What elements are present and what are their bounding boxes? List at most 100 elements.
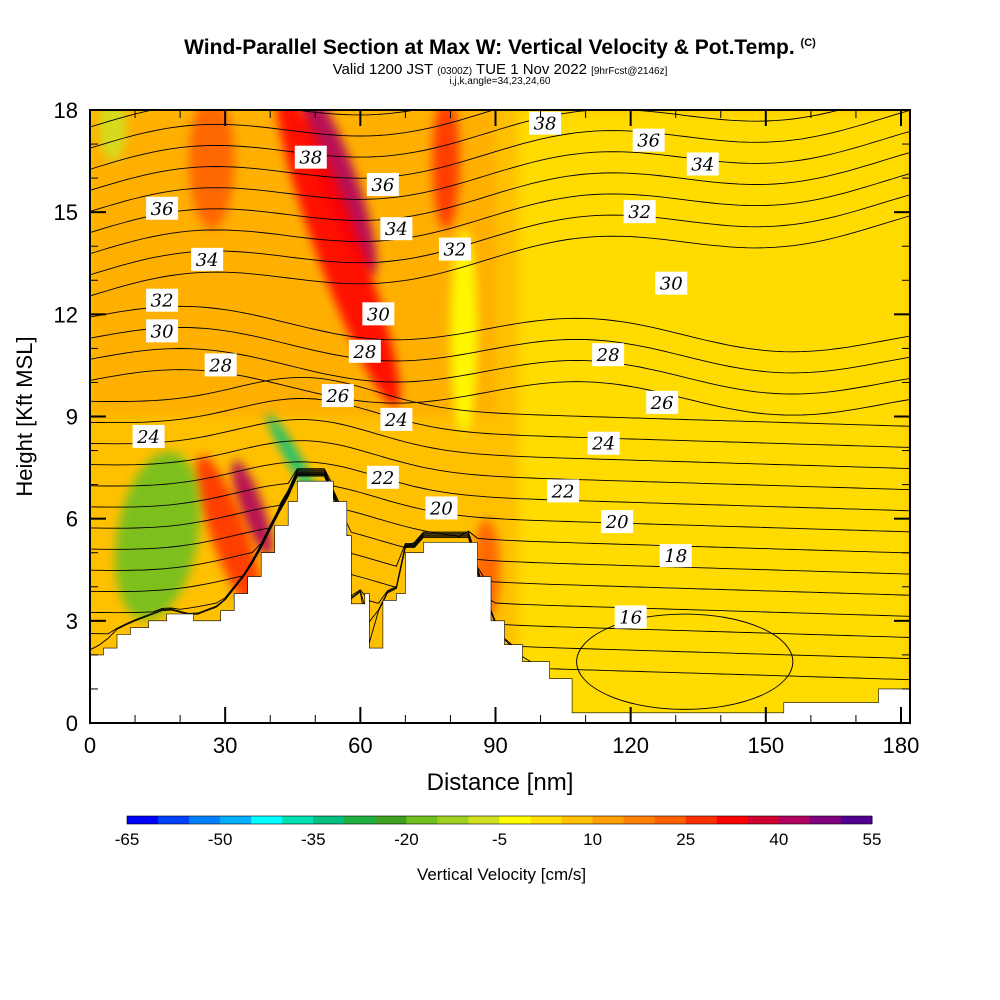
- theta-label-group: 36: [146, 196, 179, 220]
- theta-label-box: [659, 544, 692, 568]
- colorbar-swatch: [375, 816, 407, 824]
- copyright-mark: (C): [800, 37, 816, 49]
- colorbar-swatch: [251, 816, 283, 824]
- theta-contour-line: [90, 26, 910, 106]
- colorbar-swatch: [716, 816, 749, 824]
- theta-label: 24: [384, 410, 408, 431]
- theta-label: 38: [534, 114, 557, 135]
- colorbar-frame: [126, 815, 873, 825]
- x-tick-label: 150: [747, 733, 784, 758]
- theta-label-group: 30: [655, 271, 688, 295]
- theta-label-group: 24: [587, 431, 620, 455]
- theta-label-box: [294, 145, 327, 169]
- colorbar-tick-label: -50: [208, 830, 233, 849]
- colorbar-swatch: [158, 816, 190, 824]
- theta-label-group: 18: [659, 544, 692, 568]
- colorbar-swatch: [561, 816, 594, 824]
- theta-contour-line: [90, 348, 910, 395]
- theta-label: 20: [429, 498, 453, 519]
- theta-label-box: [132, 424, 165, 448]
- theta-label-group: 32: [438, 237, 471, 261]
- theta-label-box: [204, 353, 237, 377]
- chart-title: Wind-Parallel Section at Max W: Vertical…: [0, 36, 1000, 60]
- theta-contour-line: [90, 173, 910, 255]
- theta-label-group: 36: [632, 128, 665, 152]
- theta-contour-line: [90, 152, 910, 234]
- colorbar-swatch: [747, 816, 780, 824]
- y-axis-label: Height [Kft MSL]: [12, 336, 37, 496]
- theta-label-group: 24: [380, 407, 413, 431]
- colorbar-swatch: [313, 816, 345, 824]
- theta-label-group: 36: [366, 172, 399, 196]
- w-downdraft-10: [99, 110, 127, 162]
- theta-label: 36: [151, 199, 174, 220]
- colorbar-swatch: [592, 816, 625, 824]
- title-text: Wind-Parallel Section at Max W: Vertical…: [184, 36, 795, 59]
- w-downdraft-8: [266, 412, 319, 502]
- theta-label-box: [623, 200, 656, 224]
- y-tick-label: 9: [66, 405, 78, 430]
- theta-contour-line: [90, 471, 910, 596]
- theta-label: 34: [196, 250, 219, 271]
- theta-contour-line: [90, 215, 910, 297]
- theta-contour-line: [90, 110, 910, 191]
- theta-label-group: 34: [191, 247, 224, 271]
- theta-label: 20: [605, 512, 629, 533]
- theta-label-group: 30: [146, 319, 179, 343]
- theta-label: 34: [691, 154, 714, 175]
- theta-label: 26: [325, 386, 349, 407]
- theta-label-group: 32: [146, 288, 179, 312]
- colorbar-tick-label: -5: [492, 830, 507, 849]
- theta-label-box: [321, 384, 354, 408]
- theta-label-box: [547, 479, 580, 503]
- theta-label-box: [146, 288, 179, 312]
- y-tick-label: 12: [54, 302, 78, 327]
- valid-date: TUE 1 Nov 2022: [476, 61, 587, 78]
- colorbar-swatch: [623, 816, 656, 824]
- theta-label: 32: [151, 291, 174, 312]
- colorbar-label: Vertical Velocity [cm/s]: [417, 865, 586, 884]
- theta-contour-line: [90, 130, 910, 212]
- y-tick-label: 6: [66, 507, 78, 532]
- theta-contour-line: [90, 194, 910, 276]
- theta-label: 30: [660, 274, 683, 295]
- x-tick-label: 180: [883, 733, 920, 758]
- theta-contour-line: [90, 305, 910, 353]
- theta-contour-line: [90, 376, 910, 427]
- theta-contour-line: [90, 419, 910, 469]
- grid-indices: i,j,k,angle=34,23,24,60: [449, 76, 551, 87]
- theta-label-box: [632, 128, 665, 152]
- theta-label-box: [348, 339, 381, 363]
- colorbar-swatch: [499, 816, 532, 824]
- valid-utc: (0300Z): [437, 66, 473, 77]
- y-tick-label: 18: [54, 98, 78, 123]
- colorbar-swatch: [654, 816, 687, 824]
- theta-label-box: [425, 496, 458, 520]
- theta-label: 28: [352, 342, 376, 363]
- theta-label: 28: [596, 345, 620, 366]
- w-updraft-4: [231, 460, 273, 557]
- w-updraft-3: [432, 110, 460, 230]
- theta-label: 30: [367, 304, 390, 325]
- theta-label: 24: [591, 434, 615, 455]
- theta-label: 32: [628, 202, 651, 223]
- theta-label: 16: [619, 607, 642, 628]
- theta-label-group: 38: [294, 145, 327, 169]
- theta-label: 22: [370, 468, 394, 489]
- theta-label: 34: [385, 219, 408, 240]
- theta-label-box: [380, 217, 413, 241]
- colorbar-tick-label: -65: [115, 830, 140, 849]
- theta-label-group: 22: [366, 465, 399, 489]
- theta-label-group: 20: [601, 510, 634, 534]
- theta-label-box: [646, 390, 679, 414]
- theta-contour-line: [90, 110, 841, 170]
- theta-contour-line: [90, 398, 910, 448]
- colorbar-swatch: [530, 816, 563, 824]
- theta-label-group: 34: [686, 152, 719, 176]
- colorbar-swatch: [685, 816, 718, 824]
- theta-label: 26: [650, 393, 674, 414]
- colorbar-swatch: [840, 816, 873, 824]
- x-tick-label: 120: [612, 733, 649, 758]
- w-updraft-2: [189, 110, 235, 230]
